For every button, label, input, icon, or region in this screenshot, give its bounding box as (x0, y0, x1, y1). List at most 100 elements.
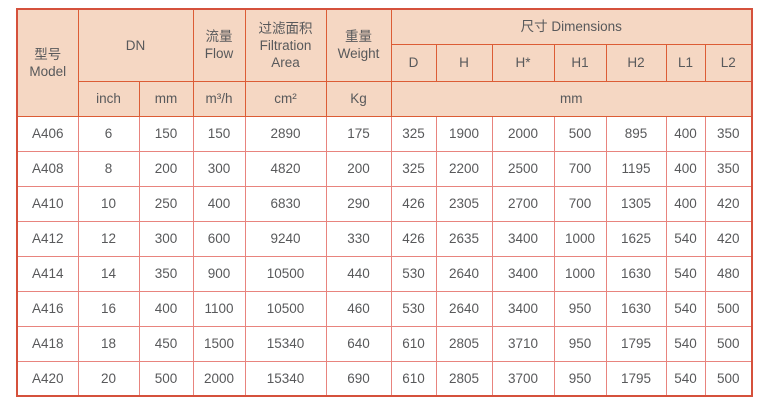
dn-inch-cell: 8 (77, 150, 140, 187)
dim-d-cell: 426 (390, 185, 437, 222)
weight-cell: 200 (325, 150, 392, 187)
spec-table-body: A406 6 150 150 2890 175 325 1900 2000 500 895 400 35… (16, 115, 753, 397)
table-row: A416 16 400 1100 10500 460 530 2640 3400 950 1630 5… (16, 290, 753, 327)
dim-hstar-cell: 3710 (491, 325, 555, 362)
flow-cell: 150 (192, 115, 246, 152)
dim-hstar-cell: 2700 (491, 185, 555, 222)
filtration-area-cell: 9240 (244, 220, 327, 257)
unit-dimensions: mm (390, 80, 753, 117)
dim-d-cell: 610 (390, 360, 437, 397)
dim-l2-cell: 500 (704, 290, 753, 327)
table-row: A418 18 450 1500 15340 640 610 2805 3710 950 1795 5… (16, 325, 753, 362)
dim-l2-cell: 500 (704, 360, 753, 397)
dn-mm-cell: 350 (138, 255, 194, 292)
dim-h2-cell: 1630 (605, 255, 667, 292)
dim-l1-cell: 540 (665, 325, 706, 362)
dn-mm-cell: 300 (138, 220, 194, 257)
dim-d-cell: 530 (390, 290, 437, 327)
dn-mm-cell: 500 (138, 360, 194, 397)
dn-mm-cell: 250 (138, 185, 194, 222)
model-cell: A418 (16, 325, 79, 362)
dn-inch-cell: 12 (77, 220, 140, 257)
dim-l2-cell: 480 (704, 255, 753, 292)
dim-d-cell: 530 (390, 255, 437, 292)
filtration-area-cell: 10500 (244, 255, 327, 292)
dim-h-cell: 2805 (435, 325, 493, 362)
dim-hstar-cell: 3400 (491, 290, 555, 327)
weight-cell: 460 (325, 290, 392, 327)
dim-h-cell: 2635 (435, 220, 493, 257)
flow-cell: 900 (192, 255, 246, 292)
dn-inch-cell: 14 (77, 255, 140, 292)
dim-h2-cell: 895 (605, 115, 667, 152)
table-row: A406 6 150 150 2890 175 325 1900 2000 500 895 400 35… (16, 115, 753, 152)
header-dim-l2: L2 (704, 43, 753, 82)
dim-h2-cell: 1795 (605, 360, 667, 397)
dn-mm-cell: 150 (138, 115, 194, 152)
dim-h2-cell: 1625 (605, 220, 667, 257)
dim-h1-cell: 700 (553, 185, 607, 222)
table-row: A420 20 500 2000 15340 690 610 2805 3700 950 1795 5… (16, 360, 753, 397)
dim-l1-cell: 540 (665, 290, 706, 327)
header-dim-h2: H2 (605, 43, 667, 82)
header-dim-l1: L1 (665, 43, 706, 82)
dn-inch-cell: 10 (77, 185, 140, 222)
flow-cell: 400 (192, 185, 246, 222)
table-row: A408 8 200 300 4820 200 325 2200 2500 700 1195 400 3… (16, 150, 753, 187)
filtration-area-cell: 15340 (244, 325, 327, 362)
dim-l1-cell: 400 (665, 185, 706, 222)
weight-cell: 640 (325, 325, 392, 362)
flow-cell: 2000 (192, 360, 246, 397)
dim-h1-cell: 700 (553, 150, 607, 187)
header-filtration-area: 过滤面积 Filtration Area (244, 8, 327, 82)
spec-table: 型号 Model DN 流量 Flow 过滤面积 Filtration Area… (16, 8, 754, 397)
header-dim-hstar: H* (491, 43, 555, 82)
dn-inch-cell: 6 (77, 115, 140, 152)
unit-weight: Kg (325, 80, 392, 117)
dim-l1-cell: 540 (665, 220, 706, 257)
model-cell: A406 (16, 115, 79, 152)
table-row: A412 12 300 600 9240 330 426 2635 3400 1000 1625 54… (16, 220, 753, 257)
filtration-area-cell: 15340 (244, 360, 327, 397)
dim-h-cell: 2640 (435, 290, 493, 327)
header-row-units: inch mm m³/h cm² Kg mm (17, 80, 753, 117)
weight-cell: 175 (325, 115, 392, 152)
dim-h1-cell: 950 (553, 360, 607, 397)
dim-d-cell: 610 (390, 325, 437, 362)
dim-h-cell: 2640 (435, 255, 493, 292)
weight-cell: 690 (325, 360, 392, 397)
filtration-area-cell: 4820 (244, 150, 327, 187)
filtration-area-cell: 10500 (244, 290, 327, 327)
header-weight: 重量 Weight (325, 8, 392, 82)
unit-mm: mm (138, 80, 194, 117)
header-model: 型号 Model (16, 8, 79, 117)
model-cell: A420 (16, 360, 79, 397)
dim-h-cell: 1900 (435, 115, 493, 152)
dim-h2-cell: 1195 (605, 150, 667, 187)
header-flow: 流量 Flow (192, 8, 246, 82)
dim-h2-cell: 1630 (605, 290, 667, 327)
header-row-main: 型号 Model DN 流量 Flow 过滤面积 Filtration Area… (16, 8, 753, 117)
dim-h-cell: 2805 (435, 360, 493, 397)
dn-mm-cell: 450 (138, 325, 194, 362)
dim-l2-cell: 350 (704, 150, 753, 187)
dn-inch-cell: 18 (77, 325, 140, 362)
dim-h2-cell: 1305 (605, 185, 667, 222)
dim-hstar-cell: 2500 (491, 150, 555, 187)
model-cell: A412 (16, 220, 79, 257)
model-cell: A408 (16, 150, 79, 187)
header-dim-h: H (435, 43, 493, 82)
dim-l1-cell: 400 (665, 115, 706, 152)
dn-inch-cell: 20 (77, 360, 140, 397)
dim-h1-cell: 950 (553, 290, 607, 327)
flow-cell: 300 (192, 150, 246, 187)
flow-cell: 1100 (192, 290, 246, 327)
dim-hstar-cell: 2000 (491, 115, 555, 152)
header-dn: DN (77, 8, 194, 82)
dn-mm-cell: 400 (138, 290, 194, 327)
dim-hstar-cell: 3400 (491, 220, 555, 257)
header-dim-d: D (390, 43, 437, 82)
dim-hstar-cell: 3700 (491, 360, 555, 397)
dim-l2-cell: 500 (704, 325, 753, 362)
